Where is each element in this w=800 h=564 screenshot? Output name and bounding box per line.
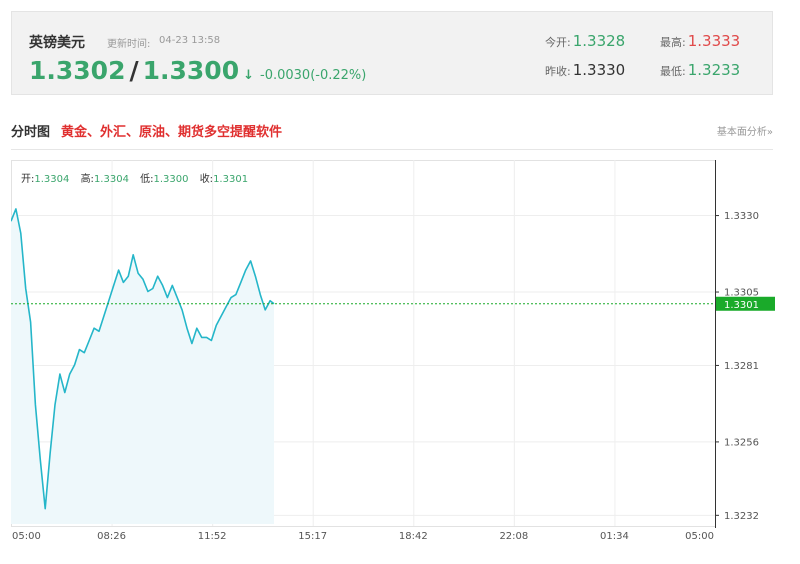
- ohlc-high-label: 高:: [80, 174, 94, 185]
- y-tick-label: 1.3281: [724, 361, 759, 372]
- x-tick-label: 18:42: [399, 531, 428, 542]
- x-tick-label: 05:00: [685, 531, 714, 542]
- intraday-chart[interactable]: 05:00 08:26 11:52 15:17 18:42 22:08 01:34 05:00…: [10, 158, 775, 550]
- promo-link[interactable]: 黄金、外汇、原油、期货多空提醒软件: [61, 125, 283, 140]
- high-label: 最高:: [660, 36, 686, 49]
- down-arrow-icon: ↓: [243, 68, 255, 83]
- y-tick-label: 1.3330: [724, 211, 759, 222]
- y-tick-label: 1.3256: [724, 437, 759, 448]
- high-stat: 最高: 1.3333: [660, 32, 740, 50]
- y-tick-label: 1.3232: [724, 511, 759, 522]
- fundamental-analysis-link[interactable]: 基本面分析»: [716, 127, 773, 138]
- current-price-badge: [716, 296, 775, 311]
- ask-price: 1.3300: [142, 56, 240, 85]
- low-label: 最低:: [660, 65, 686, 78]
- update-time-label: 更新时间:: [107, 39, 151, 50]
- x-tick-label: 11:52: [198, 531, 227, 542]
- bid-price: 1.3302: [29, 56, 126, 85]
- price-line: 1.3302/1.3300 ↓ -0.0030(-0.22%): [29, 56, 366, 85]
- price-change: -0.0030(-0.22%): [260, 68, 367, 83]
- ohlc-high-value: 1.3304: [93, 174, 129, 185]
- instrument-name: 英镑美元: [29, 35, 85, 51]
- ohlc-close-value: 1.3301: [213, 174, 249, 185]
- prev-close-value: 1.3330: [572, 61, 626, 79]
- series-line: [10, 208, 275, 510]
- quote-panel: 英镑美元 更新时间: 04-23 13:58 1.3302/1.3300 ↓ -0.…: [11, 11, 773, 95]
- x-tick-label: 22:08: [499, 531, 528, 542]
- ohlc-readout: 开:1.3304 高:1.3304 低:1.3300 收:1.3301: [21, 170, 256, 185]
- prev-close-label: 昨收:: [545, 65, 571, 78]
- y-tick-label: 1.3305: [724, 288, 759, 299]
- price-separator: /: [129, 56, 139, 85]
- open-stat: 今开: 1.3328: [545, 32, 625, 50]
- section-title: 分时图: [11, 125, 51, 140]
- x-tick-label: 08:26: [97, 531, 126, 542]
- ohlc-close-label: 收:: [199, 174, 214, 185]
- chart-canvas: 05:00 08:26 11:52 15:17 18:42 22:08 01:34 05:00…: [10, 160, 775, 542]
- low-value: 1.3233: [687, 61, 741, 79]
- open-label: 今开:: [545, 36, 571, 49]
- ohlc-low-value: 1.3300: [153, 174, 189, 185]
- ohlc-low-label: 低:: [140, 174, 154, 185]
- ohlc-open-value: 1.3304: [34, 174, 70, 185]
- low-stat: 最低: 1.3233: [660, 61, 740, 79]
- chart-section-header: 分时图 黄金、外汇、原油、期货多空提醒软件 基本面分析»: [11, 121, 773, 150]
- x-tick-label: 15:17: [298, 531, 327, 542]
- high-value: 1.3333: [687, 32, 741, 50]
- open-value: 1.3328: [572, 32, 626, 50]
- current-price-label: 1.3301: [724, 300, 759, 311]
- ohlc-open-label: 开:: [21, 174, 35, 185]
- prev-close-stat: 昨收: 1.3330: [545, 61, 625, 79]
- x-tick-label: 01:34: [600, 531, 629, 542]
- series-area: [11, 208, 274, 524]
- update-time: 04-23 13:58: [159, 35, 221, 46]
- x-tick-label: 05:00: [12, 531, 41, 542]
